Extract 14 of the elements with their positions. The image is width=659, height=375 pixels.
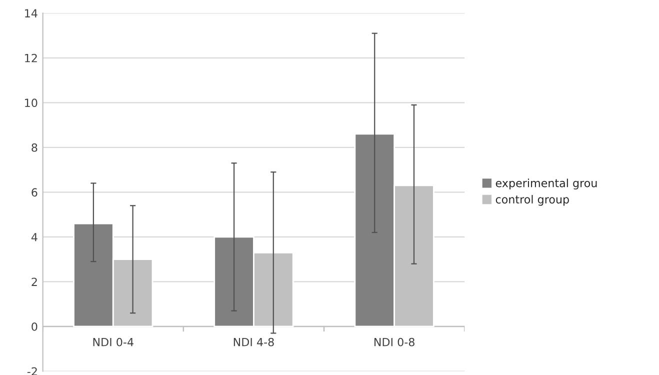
y-tick-label: 12	[25, 54, 37, 62]
y-tick-label: 4	[31, 233, 38, 242]
y-tick-label: 2	[32, 278, 37, 286]
y-tick-label: 14	[25, 9, 38, 18]
y-tick-label: 6	[32, 188, 38, 197]
x-tick-label: NDI 0-8	[374, 338, 414, 346]
y-tick-label: -2	[27, 367, 37, 375]
y-tick-label: 0	[32, 322, 38, 331]
legend-label: experimental grou	[496, 178, 597, 190]
x-tick-label: NDI 4-8	[234, 338, 274, 346]
y-tick-label: 10	[25, 98, 38, 108]
y-tick-label: 8	[32, 143, 38, 152]
x-tick-label: NDI 0-4	[93, 338, 134, 346]
legend-label: control group	[496, 194, 569, 206]
